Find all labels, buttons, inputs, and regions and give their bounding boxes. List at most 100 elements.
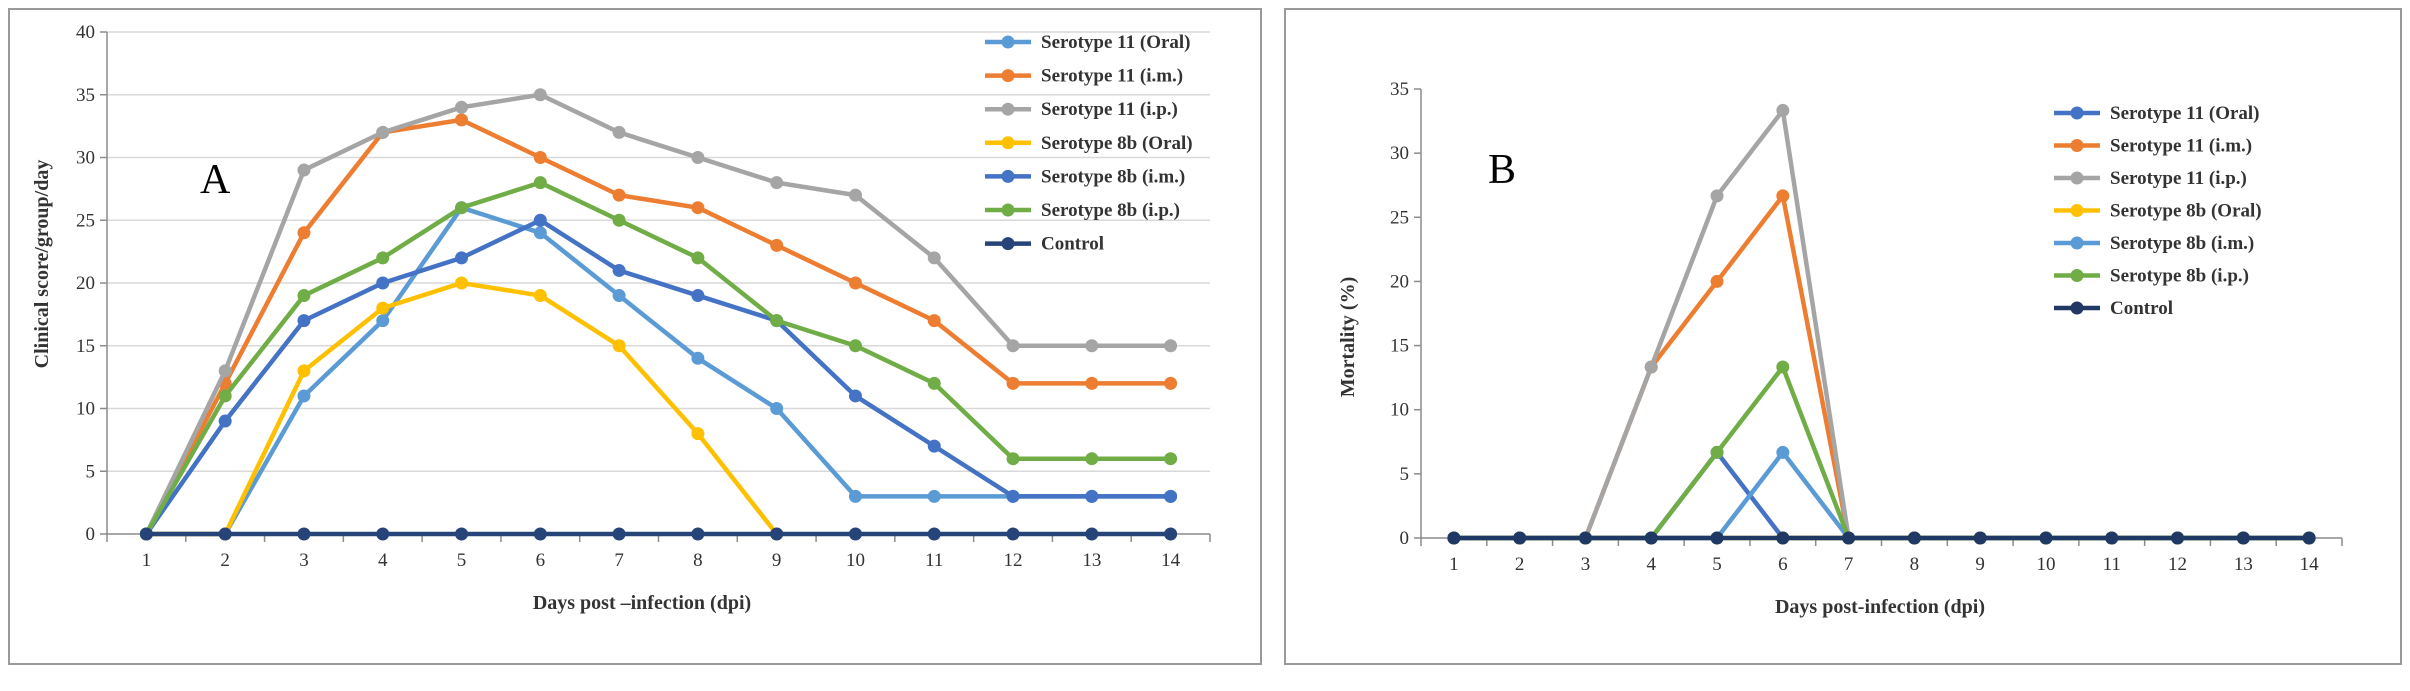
legend-label: Serotype 8b (i.m.) bbox=[2110, 233, 2254, 254]
x-tick-label: 6 bbox=[1778, 554, 1788, 575]
series-line bbox=[146, 205, 1171, 537]
y-tick-label: 10 bbox=[1390, 400, 1409, 421]
data-point bbox=[927, 527, 941, 541]
data-point bbox=[1710, 274, 1724, 288]
series-line bbox=[144, 180, 1171, 536]
x-tick-label: 10 bbox=[2036, 554, 2055, 575]
legend-item: Serotype 8b (i.m.) bbox=[2054, 233, 2254, 254]
data-point bbox=[1164, 376, 1178, 390]
legend-item: Serotype 11 (Oral) bbox=[2054, 103, 2260, 124]
data-point bbox=[848, 188, 862, 202]
data-point bbox=[927, 251, 941, 265]
x-tick-label: 6 bbox=[536, 550, 546, 571]
data-point bbox=[1710, 189, 1724, 203]
legend-item: Serotype 8b (i.p.) bbox=[985, 200, 1180, 221]
data-point bbox=[533, 176, 547, 190]
legend-item: Serotype 8b (Oral) bbox=[985, 133, 1193, 154]
data-point bbox=[297, 163, 311, 177]
x-tick-label: 11 bbox=[925, 550, 943, 571]
data-point bbox=[533, 88, 547, 102]
data-point bbox=[533, 151, 547, 164]
x-tick-label: 7 bbox=[614, 550, 624, 571]
y-tick-label: 30 bbox=[76, 148, 95, 169]
y-tick-label: 20 bbox=[76, 273, 95, 294]
y-tick-label: 15 bbox=[1390, 336, 1409, 357]
data-point bbox=[848, 276, 862, 290]
data-point bbox=[927, 439, 941, 453]
x-tick-label: 4 bbox=[1647, 554, 1657, 575]
data-point bbox=[612, 263, 626, 277]
y-tick-label: 30 bbox=[1390, 143, 1409, 164]
x-tick-label: 8 bbox=[693, 550, 703, 571]
data-point bbox=[1006, 527, 1020, 541]
data-point bbox=[1447, 531, 1461, 545]
legend-marker bbox=[2070, 139, 2084, 152]
legend-a: Serotype 11 (Oral) Serotype 11 (i.m.) Sero… bbox=[985, 32, 1193, 255]
data-point bbox=[376, 314, 390, 328]
legend-label: Serotype 8b (Oral) bbox=[2110, 201, 2262, 222]
data-point bbox=[297, 364, 311, 378]
panel-label-a: A bbox=[200, 157, 231, 203]
legend-label: Serotype 8b (i.p.) bbox=[2110, 266, 2249, 287]
data-point bbox=[1085, 489, 1099, 503]
data-point bbox=[297, 289, 311, 303]
x-tick-label: 9 bbox=[1975, 554, 1985, 575]
legend-label: Serotype 8b (i.p.) bbox=[1041, 200, 1180, 221]
y-tick-label: 15 bbox=[76, 336, 95, 357]
legend-marker bbox=[1001, 69, 1015, 83]
data-point bbox=[691, 289, 705, 303]
x-tick-label: 2 bbox=[1515, 554, 1525, 575]
data-point bbox=[218, 389, 232, 403]
x-tick-label: 14 bbox=[1161, 550, 1181, 571]
x-tick-label: 2 bbox=[220, 550, 230, 571]
data-point bbox=[612, 339, 626, 353]
y-tick-label: 5 bbox=[1400, 464, 1410, 485]
series-serotype-8b-i-p bbox=[139, 176, 1178, 541]
data-point bbox=[1907, 531, 1921, 545]
legend-marker bbox=[2070, 171, 2084, 185]
legend-label: Control bbox=[1041, 234, 1104, 255]
y-tick-label: 40 bbox=[76, 22, 95, 43]
legend-item: Serotype 11 (i.p.) bbox=[985, 99, 1178, 120]
series-control bbox=[1447, 531, 2316, 545]
x-tick-label: 12 bbox=[1004, 550, 1023, 571]
data-point bbox=[1973, 531, 1987, 545]
data-point bbox=[533, 226, 547, 240]
data-point bbox=[848, 489, 862, 503]
x-tick-label: 12 bbox=[2168, 554, 2187, 575]
x-axis-title-b: Days post-infection (dpi) bbox=[1775, 596, 1985, 618]
legend-label: Serotype 11 (i.p.) bbox=[1041, 99, 1178, 120]
chart-panel-a: A Clinical score/group/day Days post –in… bbox=[8, 8, 1262, 665]
data-point bbox=[1776, 445, 1790, 459]
legend-label: Control bbox=[2110, 298, 2173, 319]
data-point bbox=[297, 527, 311, 541]
data-point bbox=[376, 251, 390, 265]
series-serotype-8b-i-p bbox=[1447, 360, 2316, 545]
data-point bbox=[927, 314, 941, 328]
legend-label: Serotype 11 (Oral) bbox=[1041, 32, 1191, 53]
series-line bbox=[144, 117, 1171, 536]
series-line bbox=[144, 92, 1171, 535]
data-point bbox=[1644, 531, 1658, 545]
y-tick-label: 0 bbox=[1400, 528, 1410, 549]
x-tick-label: 13 bbox=[1082, 550, 1101, 571]
legend-item: Serotype 8b (i.m.) bbox=[985, 166, 1185, 187]
data-point bbox=[691, 151, 705, 164]
x-tick-label: 1 bbox=[142, 550, 152, 571]
data-point bbox=[455, 527, 469, 541]
data-point bbox=[218, 414, 232, 428]
series-control bbox=[139, 527, 1178, 541]
data-point bbox=[1776, 531, 1790, 545]
data-point bbox=[927, 376, 941, 390]
x-axis-title-a: Days post –infection (dpi) bbox=[533, 592, 751, 614]
x-tick-label: 9 bbox=[772, 550, 782, 571]
data-point bbox=[612, 188, 626, 202]
legend-marker bbox=[2070, 269, 2084, 282]
data-point bbox=[770, 314, 784, 328]
x-tick-label: 4 bbox=[378, 550, 388, 571]
y-axis-title-b: Mortality (%) bbox=[1337, 277, 1359, 398]
data-point bbox=[2171, 531, 2185, 545]
data-point bbox=[297, 389, 311, 403]
x-tick-label: 5 bbox=[1712, 554, 1722, 575]
x-tick-label: 11 bbox=[2103, 554, 2121, 575]
